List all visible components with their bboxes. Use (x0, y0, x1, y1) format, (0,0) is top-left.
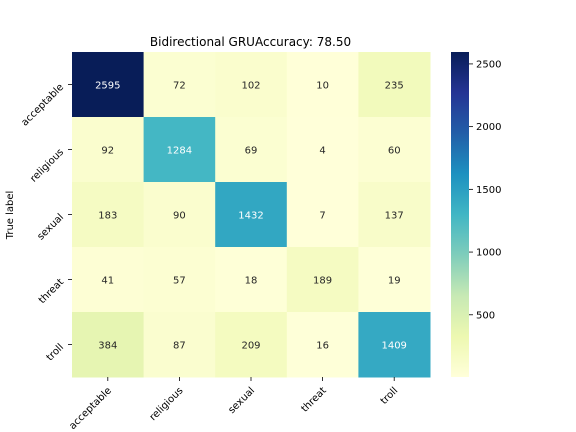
heatmap-cell (286, 117, 359, 183)
y-tick-label: acceptable (19, 82, 66, 129)
heatmap-cell (215, 52, 288, 118)
heatmap-cell (72, 117, 145, 183)
heatmap-cell (215, 182, 288, 248)
cell-value-label: 19 (388, 276, 401, 287)
cell-value-label: 4 (319, 146, 325, 157)
cell-value-label: 41 (101, 276, 114, 287)
colorbar-ticks: 500 1000 1500 2000 2500 (469, 59, 501, 321)
colorbar-tick-label: 500 (476, 310, 495, 321)
heatmap-cell (358, 117, 431, 183)
y-axis-label: True label (5, 191, 16, 241)
x-tick-label: sexual (226, 385, 257, 416)
cell-value-label: 87 (173, 341, 186, 352)
cell-value-label: 235 (385, 81, 404, 92)
x-tick-label: troll (379, 385, 401, 407)
cell-value-label: 90 (173, 211, 186, 222)
heatmap-cell (143, 117, 216, 183)
x-tick-label: threat (299, 385, 328, 414)
x-tick-label: acceptable (67, 385, 114, 432)
cell-value-label: 60 (388, 146, 401, 157)
cell-value-label: 137 (385, 211, 404, 222)
cell-value-label: 7 (319, 211, 325, 222)
cell-value-label: 183 (98, 211, 117, 222)
heatmap-cell (72, 52, 145, 118)
y-tick-label: religious (28, 147, 66, 185)
heatmap-cell (286, 247, 359, 313)
cell-value-label: 1409 (381, 341, 406, 352)
heatmap-cell (72, 312, 145, 378)
cell-value-label: 69 (245, 146, 258, 157)
heatmap-cell (358, 312, 431, 378)
y-tick-labels: acceptable religious sexual threat troll (19, 82, 72, 364)
cell-value-label: 2595 (95, 81, 120, 92)
heatmap-cell (215, 247, 288, 313)
y-tick-label: sexual (35, 212, 66, 243)
heatmap-cell (143, 52, 216, 118)
cell-value-label: 72 (173, 81, 186, 92)
cell-value-label: 1432 (238, 211, 263, 222)
cell-value-label: 16 (316, 341, 329, 352)
heatmap-cell (286, 52, 359, 118)
x-tick-labels: acceptable religious sexual threat troll (67, 377, 400, 432)
heatmap-cells: 2595 72 102 10 235 92 1284 69 4 60 183 90 1432 7 137 41… (72, 52, 431, 378)
cell-value-label: 57 (173, 276, 186, 287)
y-tick-label: threat (37, 277, 66, 306)
heatmap-cell (358, 182, 431, 248)
heatmap-cell (143, 312, 216, 378)
cell-value-label: 384 (98, 341, 117, 352)
heatmap-cell (215, 117, 288, 183)
colorbar-tick-label: 2500 (476, 59, 501, 70)
heatmap-cell (143, 247, 216, 313)
cell-value-label: 1284 (167, 146, 192, 157)
cell-value-label: 102 (241, 81, 260, 92)
heatmap-cell (286, 182, 359, 248)
colorbar-gradient (451, 52, 469, 377)
heatmap-cell (72, 182, 145, 248)
heatmap-cell (215, 312, 288, 378)
chart-title: Bidirectional GRUAccuracy: 78.50 (150, 35, 351, 49)
colorbar: 500 1000 1500 2000 2500 (451, 52, 501, 377)
cell-value-label: 10 (316, 81, 329, 92)
heatmap-cell (143, 182, 216, 248)
cell-value-label: 92 (101, 146, 114, 157)
colorbar-tick-label: 1500 (476, 185, 501, 196)
y-tick-label: troll (45, 342, 67, 364)
heatmap-cell (358, 52, 431, 118)
heatmap-cell (286, 312, 359, 378)
cell-value-label: 209 (241, 341, 260, 352)
heatmap-cell (358, 247, 431, 313)
cell-value-label: 189 (313, 276, 332, 287)
heatmap-cell (72, 247, 145, 313)
colorbar-tick-label: 1000 (476, 248, 501, 259)
x-tick-label: religious (148, 385, 186, 423)
colorbar-tick-label: 2000 (476, 122, 501, 133)
cell-value-label: 18 (245, 276, 258, 287)
